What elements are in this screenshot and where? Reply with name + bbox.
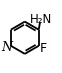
Text: F: F: [39, 42, 47, 55]
Text: H₂N: H₂N: [30, 13, 52, 26]
Text: N: N: [2, 41, 13, 54]
